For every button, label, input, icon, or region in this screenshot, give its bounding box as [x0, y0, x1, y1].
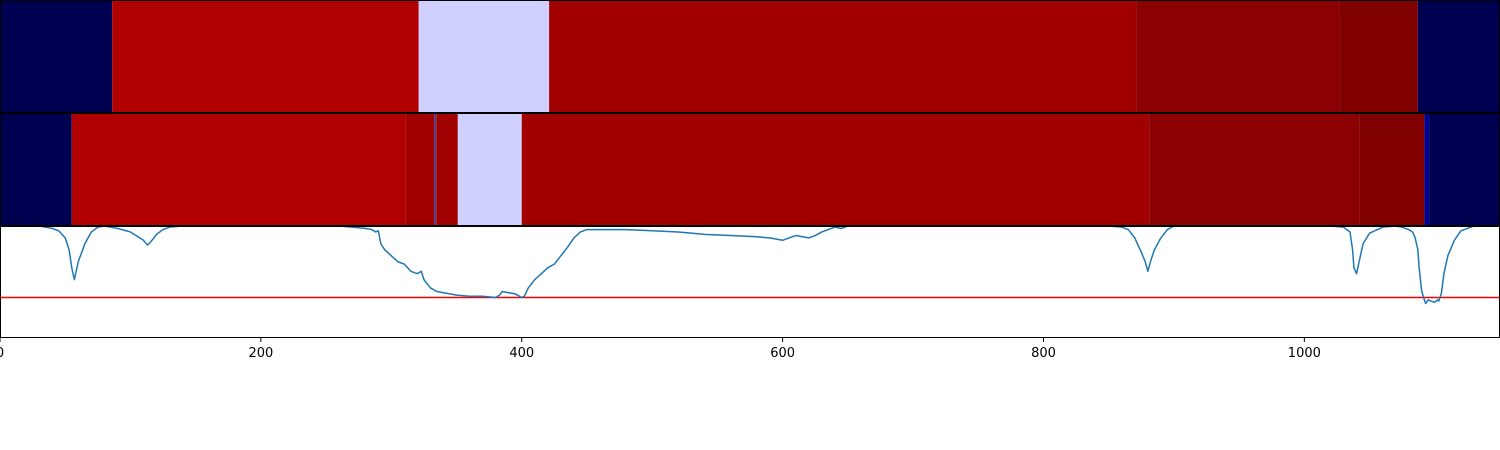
axes: 0 200 400 600 800 1000: [0, 226, 1500, 361]
x-tick-label: 1000: [1288, 346, 1321, 361]
heatmap-cell: [434, 113, 437, 226]
heatmap-cell: [549, 0, 1137, 113]
heatmap-cell: [71, 113, 406, 226]
heatmap-cell: [0, 113, 72, 226]
heatmap-cell: [112, 0, 419, 113]
plot-background: [0, 226, 1500, 338]
heatmap-cell: [1339, 0, 1418, 113]
x-tick-label: 600: [770, 346, 795, 361]
series-line: [0, 226, 1500, 305]
top-heatmap-strip: [0, 0, 1500, 113]
heatmap-cell: [1136, 0, 1340, 113]
heatmap-cell: [1424, 113, 1430, 226]
x-tick-label: 200: [248, 346, 273, 361]
x-tick-label: 800: [1031, 346, 1056, 361]
heatmap-cell: [0, 0, 113, 113]
heatmap-cell: [436, 113, 458, 226]
bottom-heatmap-strip: [0, 113, 1500, 226]
heatmap-cell: [1417, 0, 1500, 113]
heatmap-cell: [457, 113, 522, 226]
heatmap-cell: [405, 113, 435, 226]
heatmap-cell: [1359, 113, 1425, 226]
x-tick-label: 0: [0, 346, 4, 361]
x-tick-label: 400: [509, 346, 534, 361]
heatmap-cell: [1429, 113, 1500, 226]
heatmap-cell: [1149, 113, 1360, 226]
line-plot-panel: [0, 226, 1500, 338]
heatmap-cell: [418, 0, 550, 113]
heatmap-cell: [521, 113, 1150, 226]
